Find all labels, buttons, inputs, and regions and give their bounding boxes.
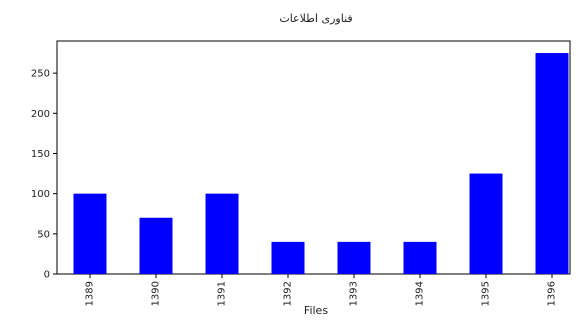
bars-group xyxy=(73,53,569,274)
bar-1392 xyxy=(271,241,305,274)
y-axis: 0 50 100 150 200 250 xyxy=(31,69,57,281)
x-tick-label-1395: 1395 xyxy=(481,281,492,306)
x-tick-label-1392: 1392 xyxy=(283,281,294,306)
chart-title: فناوری اطلاعات xyxy=(279,12,352,25)
x-axis-label: Files xyxy=(304,304,328,317)
bar-1390 xyxy=(139,217,173,274)
bar-1389 xyxy=(73,193,107,274)
bar-1394 xyxy=(403,241,437,274)
y-tick-label-0: 0 xyxy=(44,270,50,281)
x-axis: 1389 1390 1391 1392 1393 1394 1395 1396 xyxy=(85,274,558,306)
x-tick-label-1394: 1394 xyxy=(415,281,426,306)
bar-1395 xyxy=(469,173,503,274)
y-tick-label-50: 50 xyxy=(37,229,50,240)
x-tick-label-1396: 1396 xyxy=(547,281,558,306)
y-tick-label-150: 150 xyxy=(31,149,50,160)
y-tick-label-100: 100 xyxy=(31,189,50,200)
plot-area xyxy=(56,40,571,275)
bar-1393 xyxy=(337,241,371,274)
x-tick-label-1393: 1393 xyxy=(349,281,360,306)
y-tick-label-200: 200 xyxy=(31,109,50,120)
bar-1396 xyxy=(535,53,569,274)
x-tick-label-1389: 1389 xyxy=(85,281,96,306)
x-tick-label-1391: 1391 xyxy=(217,281,228,306)
bar-1391 xyxy=(205,193,239,274)
y-tick-label-250: 250 xyxy=(31,69,50,80)
x-tick-label-1390: 1390 xyxy=(151,281,162,306)
